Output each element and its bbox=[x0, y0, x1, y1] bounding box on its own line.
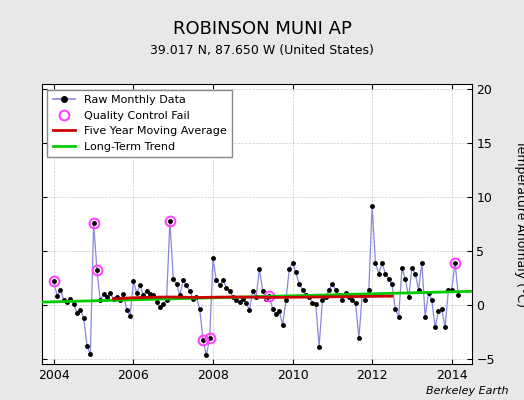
Y-axis label: Temperature Anomaly (°C): Temperature Anomaly (°C) bbox=[515, 140, 524, 308]
Text: ROBINSON MUNI AP: ROBINSON MUNI AP bbox=[172, 20, 352, 38]
Legend: Raw Monthly Data, Quality Control Fail, Five Year Moving Average, Long-Term Tren: Raw Monthly Data, Quality Control Fail, … bbox=[48, 90, 233, 157]
Text: Berkeley Earth: Berkeley Earth bbox=[426, 386, 508, 396]
Text: 39.017 N, 87.650 W (United States): 39.017 N, 87.650 W (United States) bbox=[150, 44, 374, 57]
